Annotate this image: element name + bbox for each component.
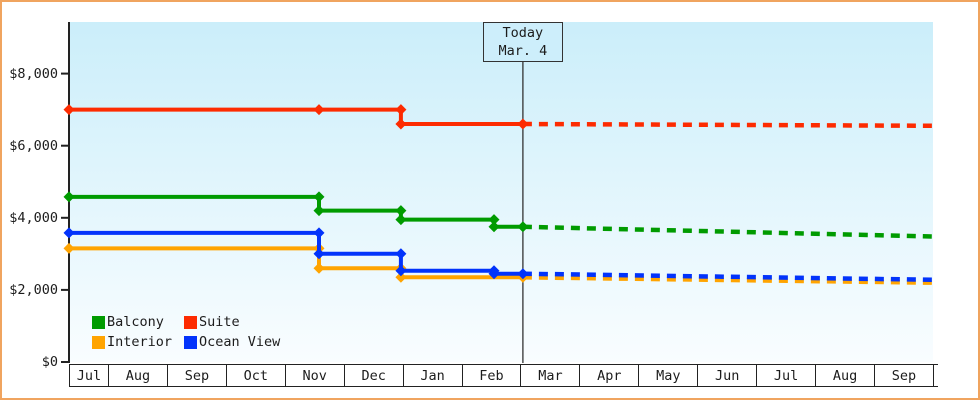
month-cell-jul-0: Jul (70, 365, 109, 386)
legend-item-balcony: Balcony (92, 312, 184, 332)
legend-label: Balcony (107, 314, 164, 330)
month-cell-aug-13: Aug (816, 365, 875, 386)
series-ocean-view-line (69, 230, 523, 276)
series-ocean-view-marker (63, 227, 75, 239)
legend-label: Suite (199, 314, 240, 330)
today-box: Today Mar. 4 (482, 22, 563, 62)
month-cell-oct-3: Oct (227, 365, 286, 386)
month-cell-aug-1: Aug (109, 365, 168, 386)
month-cell-sep-2: Sep (168, 365, 227, 386)
series-interior-projection (522, 275, 934, 285)
legend-swatch-ocean-view-icon (184, 335, 197, 349)
y-axis-tick (61, 72, 69, 75)
series-balcony-projection (522, 224, 934, 239)
month-cell-apr-9: Apr (580, 365, 640, 386)
series-ocean-view-marker (395, 265, 407, 277)
month-cell-feb-7: Feb (463, 365, 522, 386)
series-interior-marker (313, 262, 325, 274)
y-axis-tick (61, 288, 69, 291)
plot-area-background (69, 22, 933, 362)
month-cell-may-10: May (639, 365, 699, 386)
series-ocean-view-marker (313, 248, 325, 260)
legend-label: Interior (107, 334, 173, 350)
series-ocean-view-marker (517, 268, 529, 280)
month-cell-sep-14: Sep (875, 365, 934, 386)
legend-label: Ocean View (199, 334, 281, 350)
legend-swatch-suite-icon (184, 315, 197, 329)
legend-item-ocean-view: Ocean View (184, 332, 280, 352)
series-suite-line (69, 107, 523, 126)
series-suite-marker (313, 104, 325, 116)
series-balcony-line (69, 194, 523, 229)
month-cell-nov-4: Nov (286, 365, 345, 386)
y-axis-label: $8,000 (9, 65, 58, 82)
month-cell-jul-12: Jul (757, 365, 817, 386)
month-cell-jan-6: Jan (404, 365, 463, 386)
series-balcony-marker (395, 214, 407, 226)
series-balcony-marker (313, 205, 325, 217)
series-balcony-marker (395, 205, 407, 217)
legend-swatch-interior-icon (92, 335, 105, 349)
month-cell-jun-11: Jun (698, 365, 758, 386)
legend-item-suite: Suite (184, 312, 280, 332)
y-axis-label: $0 (41, 354, 58, 370)
series-ocean-view-marker (395, 248, 407, 260)
series-suite-marker (395, 104, 407, 116)
series-interior-marker (395, 271, 407, 283)
y-axis-label: $2,000 (9, 281, 58, 298)
y-axis-tick (61, 216, 69, 219)
series-suite-marker (517, 118, 529, 130)
month-cell-mar-8: Mar (521, 365, 581, 386)
y-axis-tick (61, 144, 69, 147)
series-balcony-marker (313, 191, 325, 203)
legend-swatch-balcony-icon (92, 315, 105, 329)
series-suite-marker (63, 104, 75, 116)
month-cell-dec-5: Dec (345, 365, 404, 386)
today-box-title: Today (502, 25, 544, 41)
today-box-date: Mar. 4 (498, 43, 548, 59)
series-balcony-marker (488, 214, 500, 226)
series-ocean-view-marker (488, 268, 500, 280)
series-ocean-view-marker (313, 227, 325, 239)
series-interior-line (69, 246, 523, 280)
y-axis-label: $6,000 (9, 137, 58, 154)
series-suite-marker (395, 118, 407, 130)
y-axis-label: $4,000 (9, 209, 58, 226)
series-suite-projection (522, 121, 934, 129)
y-axis-tick (61, 361, 69, 363)
legend-item-interior: Interior (92, 332, 184, 352)
x-axis-month-row: Jul Aug Sep Oct Nov Dec Jan Feb Mar Apr May Jun Jul A… (69, 364, 938, 387)
series-balcony-marker (63, 191, 75, 203)
series-interior-marker (63, 242, 75, 254)
series-balcony-marker (488, 221, 500, 233)
series-ocean-view-projection (522, 271, 934, 283)
series-balcony-marker (517, 221, 529, 233)
legend: Balcony Suite Interior Ocean View (92, 312, 280, 352)
